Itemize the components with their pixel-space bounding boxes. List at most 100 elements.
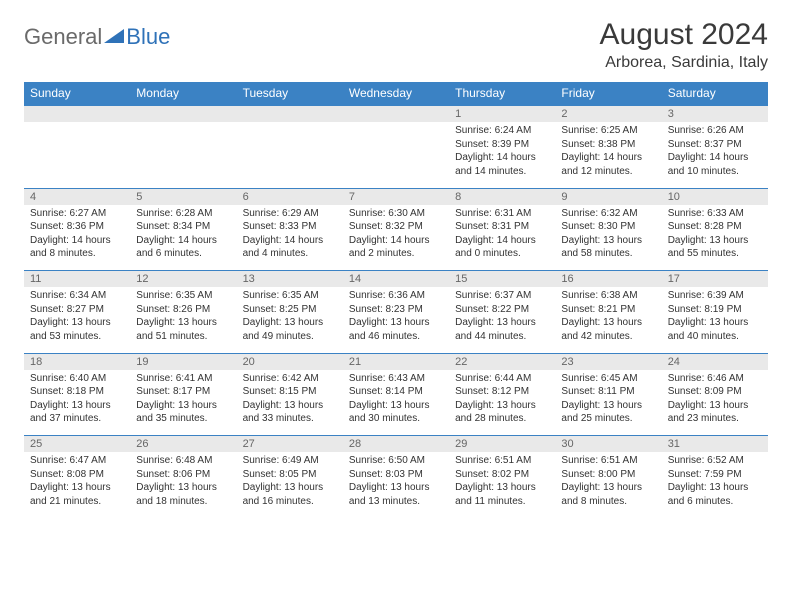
sunset-text: Sunset: 8:25 PM xyxy=(243,303,337,317)
sunset-text: Sunset: 8:18 PM xyxy=(30,385,124,399)
day-number-row: 11121314151617 xyxy=(24,271,768,288)
daylight-text: Daylight: 13 hours and 25 minutes. xyxy=(561,399,655,426)
sunrise-text: Sunrise: 6:27 AM xyxy=(30,207,124,221)
sunrise-text: Sunrise: 6:32 AM xyxy=(561,207,655,221)
day-content-row: Sunrise: 6:47 AMSunset: 8:08 PMDaylight:… xyxy=(24,452,768,518)
daylight-text: Daylight: 13 hours and 16 minutes. xyxy=(243,481,337,508)
day-cell: Sunrise: 6:43 AMSunset: 8:14 PMDaylight:… xyxy=(343,370,449,436)
calendar-table: Sunday Monday Tuesday Wednesday Thursday… xyxy=(24,82,768,518)
day-cell: Sunrise: 6:30 AMSunset: 8:32 PMDaylight:… xyxy=(343,205,449,271)
sunrise-text: Sunrise: 6:51 AM xyxy=(561,454,655,468)
daylight-text: Daylight: 13 hours and 30 minutes. xyxy=(349,399,443,426)
day-header-row: Sunday Monday Tuesday Wednesday Thursday… xyxy=(24,82,768,105)
sunset-text: Sunset: 8:36 PM xyxy=(30,220,124,234)
day-cell: Sunrise: 6:25 AMSunset: 8:38 PMDaylight:… xyxy=(555,122,661,188)
day-number: 17 xyxy=(662,271,768,288)
day-number: 26 xyxy=(130,436,236,453)
sunset-text: Sunset: 8:02 PM xyxy=(455,468,549,482)
day-number: 28 xyxy=(343,436,449,453)
day-header: Thursday xyxy=(449,82,555,105)
day-cell xyxy=(130,122,236,188)
day-cell xyxy=(343,122,449,188)
daylight-text: Daylight: 13 hours and 28 minutes. xyxy=(455,399,549,426)
daylight-text: Daylight: 13 hours and 11 minutes. xyxy=(455,481,549,508)
sunrise-text: Sunrise: 6:38 AM xyxy=(561,289,655,303)
logo-text-blue: Blue xyxy=(126,24,170,50)
day-number: 9 xyxy=(555,188,661,205)
sunrise-text: Sunrise: 6:25 AM xyxy=(561,124,655,138)
daylight-text: Daylight: 13 hours and 33 minutes. xyxy=(243,399,337,426)
sunrise-text: Sunrise: 6:28 AM xyxy=(136,207,230,221)
daylight-text: Daylight: 13 hours and 55 minutes. xyxy=(668,234,762,261)
sunrise-text: Sunrise: 6:41 AM xyxy=(136,372,230,386)
month-title: August 2024 xyxy=(600,18,768,52)
sunrise-text: Sunrise: 6:50 AM xyxy=(349,454,443,468)
day-number: 29 xyxy=(449,436,555,453)
day-content-row: Sunrise: 6:27 AMSunset: 8:36 PMDaylight:… xyxy=(24,205,768,271)
sunset-text: Sunset: 8:34 PM xyxy=(136,220,230,234)
sunrise-text: Sunrise: 6:37 AM xyxy=(455,289,549,303)
day-number: 3 xyxy=(662,105,768,122)
day-cell: Sunrise: 6:26 AMSunset: 8:37 PMDaylight:… xyxy=(662,122,768,188)
sunset-text: Sunset: 8:03 PM xyxy=(349,468,443,482)
day-cell: Sunrise: 6:36 AMSunset: 8:23 PMDaylight:… xyxy=(343,287,449,353)
sunset-text: Sunset: 8:14 PM xyxy=(349,385,443,399)
logo-text-general: General xyxy=(24,24,102,50)
day-content-row: Sunrise: 6:34 AMSunset: 8:27 PMDaylight:… xyxy=(24,287,768,353)
day-number: 27 xyxy=(237,436,343,453)
day-number-row: 123 xyxy=(24,105,768,122)
sunrise-text: Sunrise: 6:44 AM xyxy=(455,372,549,386)
day-cell: Sunrise: 6:29 AMSunset: 8:33 PMDaylight:… xyxy=(237,205,343,271)
sunrise-text: Sunrise: 6:40 AM xyxy=(30,372,124,386)
day-cell: Sunrise: 6:38 AMSunset: 8:21 PMDaylight:… xyxy=(555,287,661,353)
day-number: 16 xyxy=(555,271,661,288)
day-cell: Sunrise: 6:24 AMSunset: 8:39 PMDaylight:… xyxy=(449,122,555,188)
sunset-text: Sunset: 8:15 PM xyxy=(243,385,337,399)
day-cell xyxy=(237,122,343,188)
day-cell: Sunrise: 6:39 AMSunset: 8:19 PMDaylight:… xyxy=(662,287,768,353)
day-cell: Sunrise: 6:31 AMSunset: 8:31 PMDaylight:… xyxy=(449,205,555,271)
day-cell: Sunrise: 6:27 AMSunset: 8:36 PMDaylight:… xyxy=(24,205,130,271)
day-number: 20 xyxy=(237,353,343,370)
day-cell: Sunrise: 6:44 AMSunset: 8:12 PMDaylight:… xyxy=(449,370,555,436)
day-cell: Sunrise: 6:52 AMSunset: 7:59 PMDaylight:… xyxy=(662,452,768,518)
sunset-text: Sunset: 8:31 PM xyxy=(455,220,549,234)
daylight-text: Daylight: 14 hours and 8 minutes. xyxy=(30,234,124,261)
day-cell: Sunrise: 6:49 AMSunset: 8:05 PMDaylight:… xyxy=(237,452,343,518)
day-number: 31 xyxy=(662,436,768,453)
day-cell: Sunrise: 6:51 AMSunset: 8:02 PMDaylight:… xyxy=(449,452,555,518)
logo: General Blue xyxy=(24,18,170,50)
day-number-row: 25262728293031 xyxy=(24,436,768,453)
day-cell: Sunrise: 6:45 AMSunset: 8:11 PMDaylight:… xyxy=(555,370,661,436)
day-number: 15 xyxy=(449,271,555,288)
calendar-body: 123Sunrise: 6:24 AMSunset: 8:39 PMDaylig… xyxy=(24,105,768,518)
daylight-text: Daylight: 13 hours and 53 minutes. xyxy=(30,316,124,343)
day-number xyxy=(237,105,343,122)
sunset-text: Sunset: 8:33 PM xyxy=(243,220,337,234)
day-header: Wednesday xyxy=(343,82,449,105)
daylight-text: Daylight: 14 hours and 12 minutes. xyxy=(561,151,655,178)
sunset-text: Sunset: 7:59 PM xyxy=(668,468,762,482)
day-cell xyxy=(24,122,130,188)
day-number: 22 xyxy=(449,353,555,370)
sunrise-text: Sunrise: 6:29 AM xyxy=(243,207,337,221)
day-cell: Sunrise: 6:42 AMSunset: 8:15 PMDaylight:… xyxy=(237,370,343,436)
day-number: 11 xyxy=(24,271,130,288)
sunset-text: Sunset: 8:39 PM xyxy=(455,138,549,152)
day-number: 7 xyxy=(343,188,449,205)
daylight-text: Daylight: 13 hours and 46 minutes. xyxy=(349,316,443,343)
day-cell: Sunrise: 6:32 AMSunset: 8:30 PMDaylight:… xyxy=(555,205,661,271)
sunset-text: Sunset: 8:26 PM xyxy=(136,303,230,317)
sunset-text: Sunset: 8:08 PM xyxy=(30,468,124,482)
logo-triangle-icon xyxy=(104,27,124,47)
daylight-text: Daylight: 13 hours and 6 minutes. xyxy=(668,481,762,508)
sunrise-text: Sunrise: 6:43 AM xyxy=(349,372,443,386)
day-number: 14 xyxy=(343,271,449,288)
sunset-text: Sunset: 8:32 PM xyxy=(349,220,443,234)
sunset-text: Sunset: 8:06 PM xyxy=(136,468,230,482)
daylight-text: Daylight: 14 hours and 10 minutes. xyxy=(668,151,762,178)
day-number: 18 xyxy=(24,353,130,370)
daylight-text: Daylight: 14 hours and 6 minutes. xyxy=(136,234,230,261)
day-cell: Sunrise: 6:33 AMSunset: 8:28 PMDaylight:… xyxy=(662,205,768,271)
sunrise-text: Sunrise: 6:39 AM xyxy=(668,289,762,303)
